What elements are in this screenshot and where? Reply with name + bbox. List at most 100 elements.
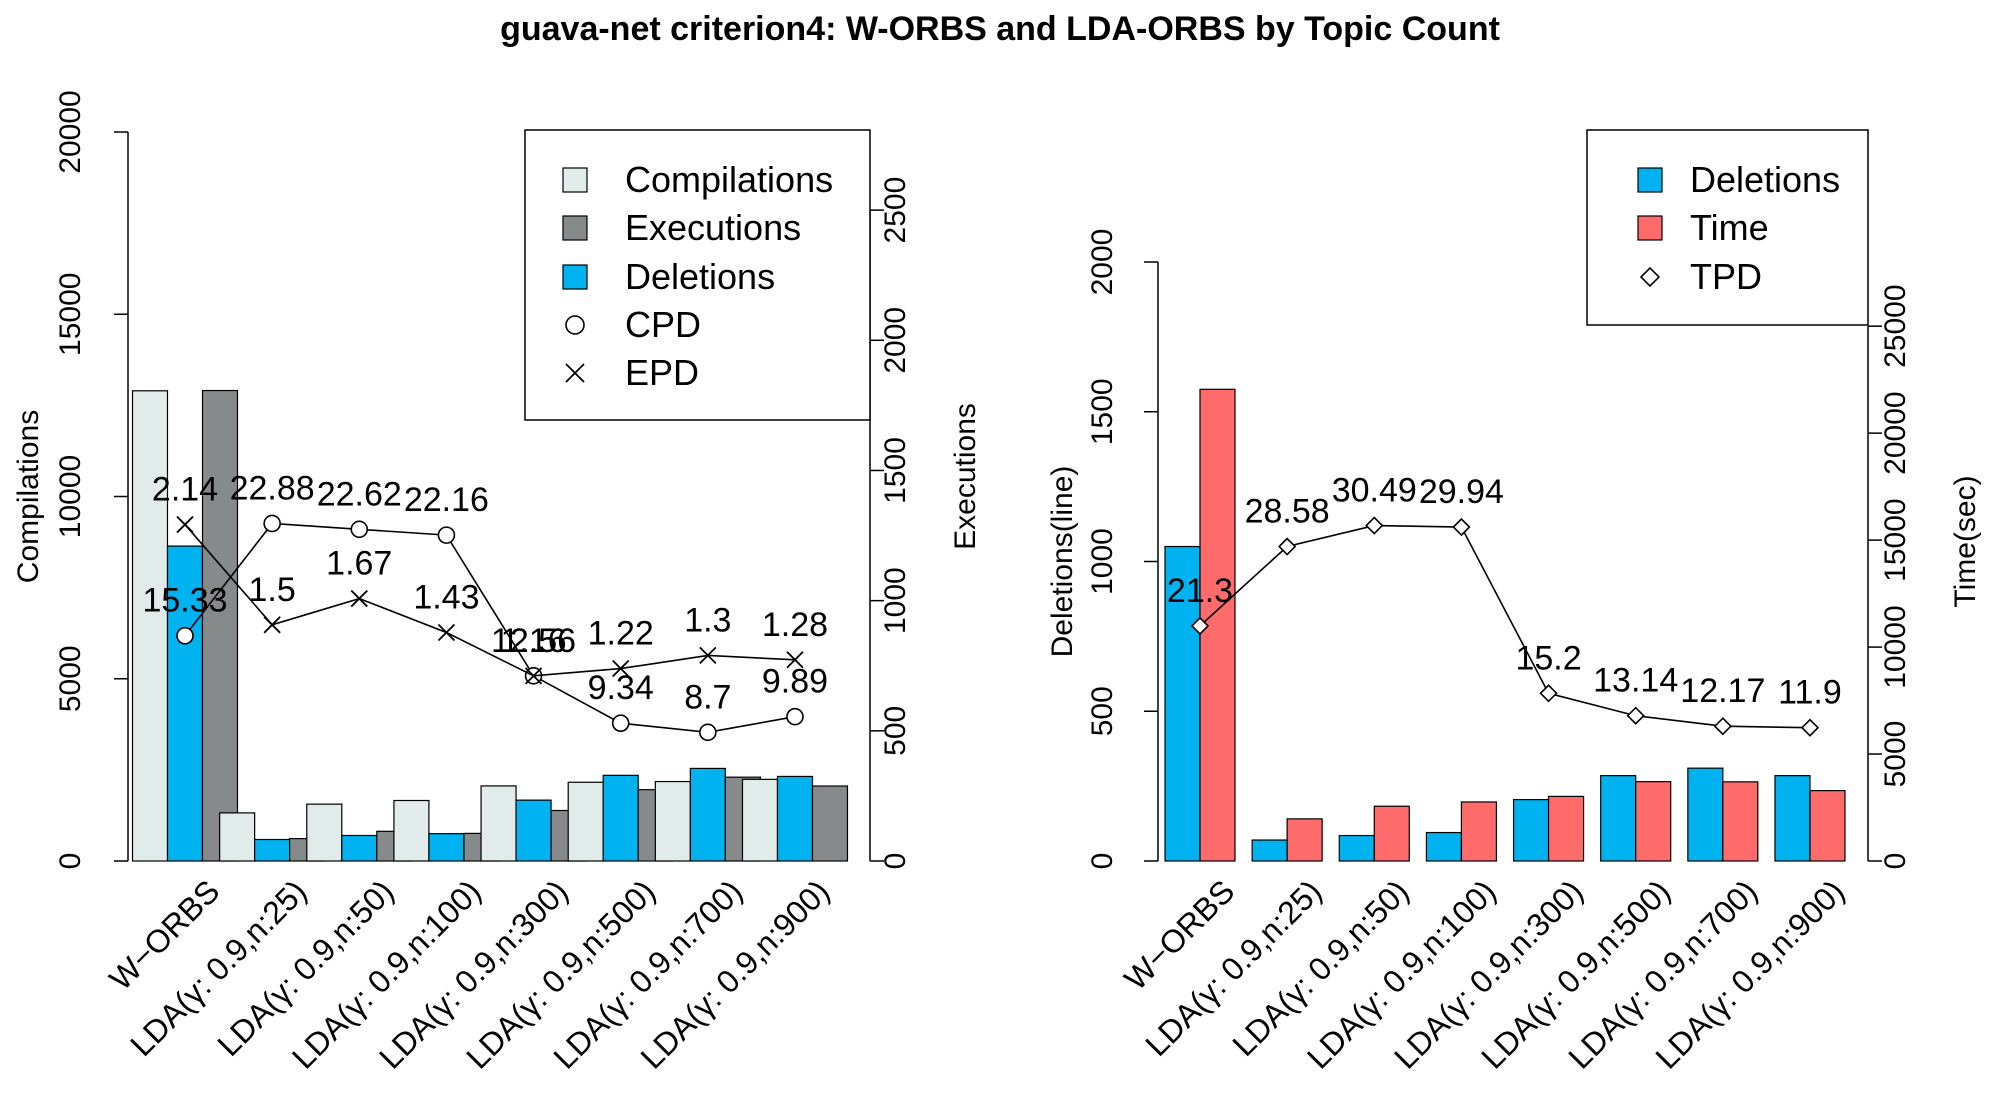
marker-tpd-5	[1626, 706, 1645, 725]
left-axis-title: Compilations	[12, 410, 45, 583]
left-axis-tick-label-1: 500	[1086, 686, 1119, 736]
marker-epd-6-stroke-b	[699, 646, 717, 665]
legend-item-deletions: Deletions	[562, 256, 775, 297]
bar-compilations-2	[306, 803, 343, 862]
marker-epd-4-stroke-b	[524, 667, 543, 685]
legend-item-compilations: Compilations	[562, 159, 833, 200]
bar-time-4	[1547, 795, 1585, 862]
bar-compilations-1	[219, 812, 256, 862]
left-axis-tick-label-1: 5000	[54, 645, 87, 712]
value-label-epd-1: 1.5	[249, 571, 296, 609]
bar-deletions-6	[1687, 767, 1724, 862]
legend-marker-epd-stroke-b	[565, 363, 585, 383]
right-axis-tick-label-3: 1500	[879, 437, 912, 504]
bar-executions-7	[811, 785, 849, 862]
value-label-epd-3: 1.43	[413, 578, 479, 616]
value-label-epd-0: 2.14	[152, 471, 218, 509]
bar-deletions-2	[1338, 834, 1375, 862]
marker-cpd-7	[786, 707, 804, 726]
marker-cpd-1	[263, 514, 281, 533]
value-label-cpd-6: 8.7	[684, 678, 731, 716]
legend: Compilations Executions Deletions CPD EPD	[524, 129, 871, 421]
marker-epd-4	[524, 667, 543, 685]
bar-time-1	[1286, 818, 1323, 862]
marker-tpd-3	[1452, 517, 1471, 537]
right-axis-tick-label-5: 25000	[1879, 284, 1912, 367]
left-axis-tick-label-0: 0	[54, 853, 87, 870]
bar-time-7	[1809, 790, 1846, 862]
bar-deletions-3	[428, 833, 465, 862]
value-label-tpd-1: 28.58	[1245, 493, 1330, 531]
right-axis-tick-label-4: 2000	[879, 307, 912, 374]
legend-label-epd: EPD	[625, 352, 699, 393]
legend-swatch-deletions	[562, 264, 588, 290]
value-label-tpd-6: 12.17	[1680, 672, 1765, 710]
value-label-tpd-7: 11.9	[1778, 674, 1842, 712]
legend-item-time: Time	[1637, 207, 1769, 248]
bar-deletions-4	[1512, 799, 1550, 862]
right-axis-tick-label-5: 2500	[879, 177, 912, 244]
bar-deletions-6	[689, 767, 726, 862]
bar-time-3	[1460, 801, 1498, 862]
bar-time-2	[1373, 805, 1410, 862]
marker-epd-7	[786, 651, 804, 669]
marker-tpd-7	[1800, 718, 1820, 737]
legend-item-tpd: TPD	[1639, 256, 1762, 297]
marker-epd-2-stroke-b	[350, 589, 368, 608]
right-axis-tick-label-3: 15000	[1879, 498, 1912, 581]
line-epd	[184, 524, 796, 677]
marker-epd-3-stroke-b	[437, 623, 456, 642]
bar-deletions-4	[515, 799, 552, 862]
value-label-cpd-0: 15.33	[142, 582, 227, 620]
legend-label-deletions: Deletions	[625, 256, 775, 297]
legend-marker-cpd	[565, 315, 585, 335]
bar-compilations-4	[480, 785, 517, 862]
bar-deletions-0	[1164, 545, 1201, 862]
marker-epd-7-stroke-b	[786, 651, 804, 669]
legend-item-executions: Executions	[562, 207, 801, 248]
marker-cpd-5	[611, 714, 630, 733]
bar-compilations-3	[393, 799, 430, 862]
value-label-epd-5: 1.22	[588, 615, 654, 653]
legend-label-time: Time	[1690, 207, 1769, 248]
legend-label-deletions: Deletions	[1690, 159, 1840, 200]
value-label-cpd-2: 22.62	[317, 475, 402, 513]
marker-tpd-6	[1713, 717, 1732, 736]
legend-marker-epd	[565, 363, 585, 383]
marker-tpd-0	[1190, 616, 1210, 636]
legend-label-executions: Executions	[625, 207, 801, 248]
right-axis-title: Executions	[949, 403, 982, 550]
marker-epd-5	[612, 659, 630, 678]
chart-title: guava-net criterion4: W-ORBS and LDA-ORB…	[500, 10, 1500, 48]
legend-label-tpd: TPD	[1690, 256, 1762, 297]
marker-epd-1	[263, 616, 281, 634]
right-axis-tick-label-2: 1000	[879, 567, 912, 634]
right-axis-tick-label-2: 10000	[1879, 605, 1912, 688]
marker-cpd-2	[350, 520, 369, 539]
value-label-tpd-0: 21.3	[1167, 572, 1233, 610]
value-label-tpd-5: 13.14	[1593, 662, 1678, 700]
right-chart-panel: 0 500 1000 1500 2000 Deletions(line) 0 5000 1000…	[1046, 129, 1982, 1076]
left-axis-tick-label-3: 15000	[54, 273, 87, 356]
bar-deletions-7	[776, 775, 814, 862]
marker-cpd-3	[437, 526, 456, 544]
bar-compilations-6	[654, 780, 691, 862]
line-tpd	[1199, 524, 1810, 729]
legend-label-cpd: CPD	[625, 304, 701, 345]
marker-cpd-6	[699, 723, 717, 742]
value-label-tpd-4: 15.2	[1515, 639, 1581, 677]
bar-compilations-5	[567, 781, 604, 862]
line-cpd	[184, 522, 796, 734]
bar-deletions-2	[341, 834, 378, 862]
left-axis-title: Deletions(line)	[1046, 466, 1079, 658]
bar-deletions-7	[1774, 775, 1811, 862]
left-axis-tick-label-4: 2000	[1086, 229, 1119, 296]
bar-deletions-0	[166, 545, 204, 862]
left-axis-tick-label-3: 1500	[1086, 378, 1119, 445]
value-label-cpd-5: 9.34	[588, 669, 654, 707]
legend-swatch-time	[1637, 215, 1663, 241]
legend-swatch-executions	[562, 215, 588, 241]
left-axis-tick-label-0: 0	[1086, 853, 1119, 870]
right-axis-tick-label-4: 20000	[1879, 391, 1912, 474]
